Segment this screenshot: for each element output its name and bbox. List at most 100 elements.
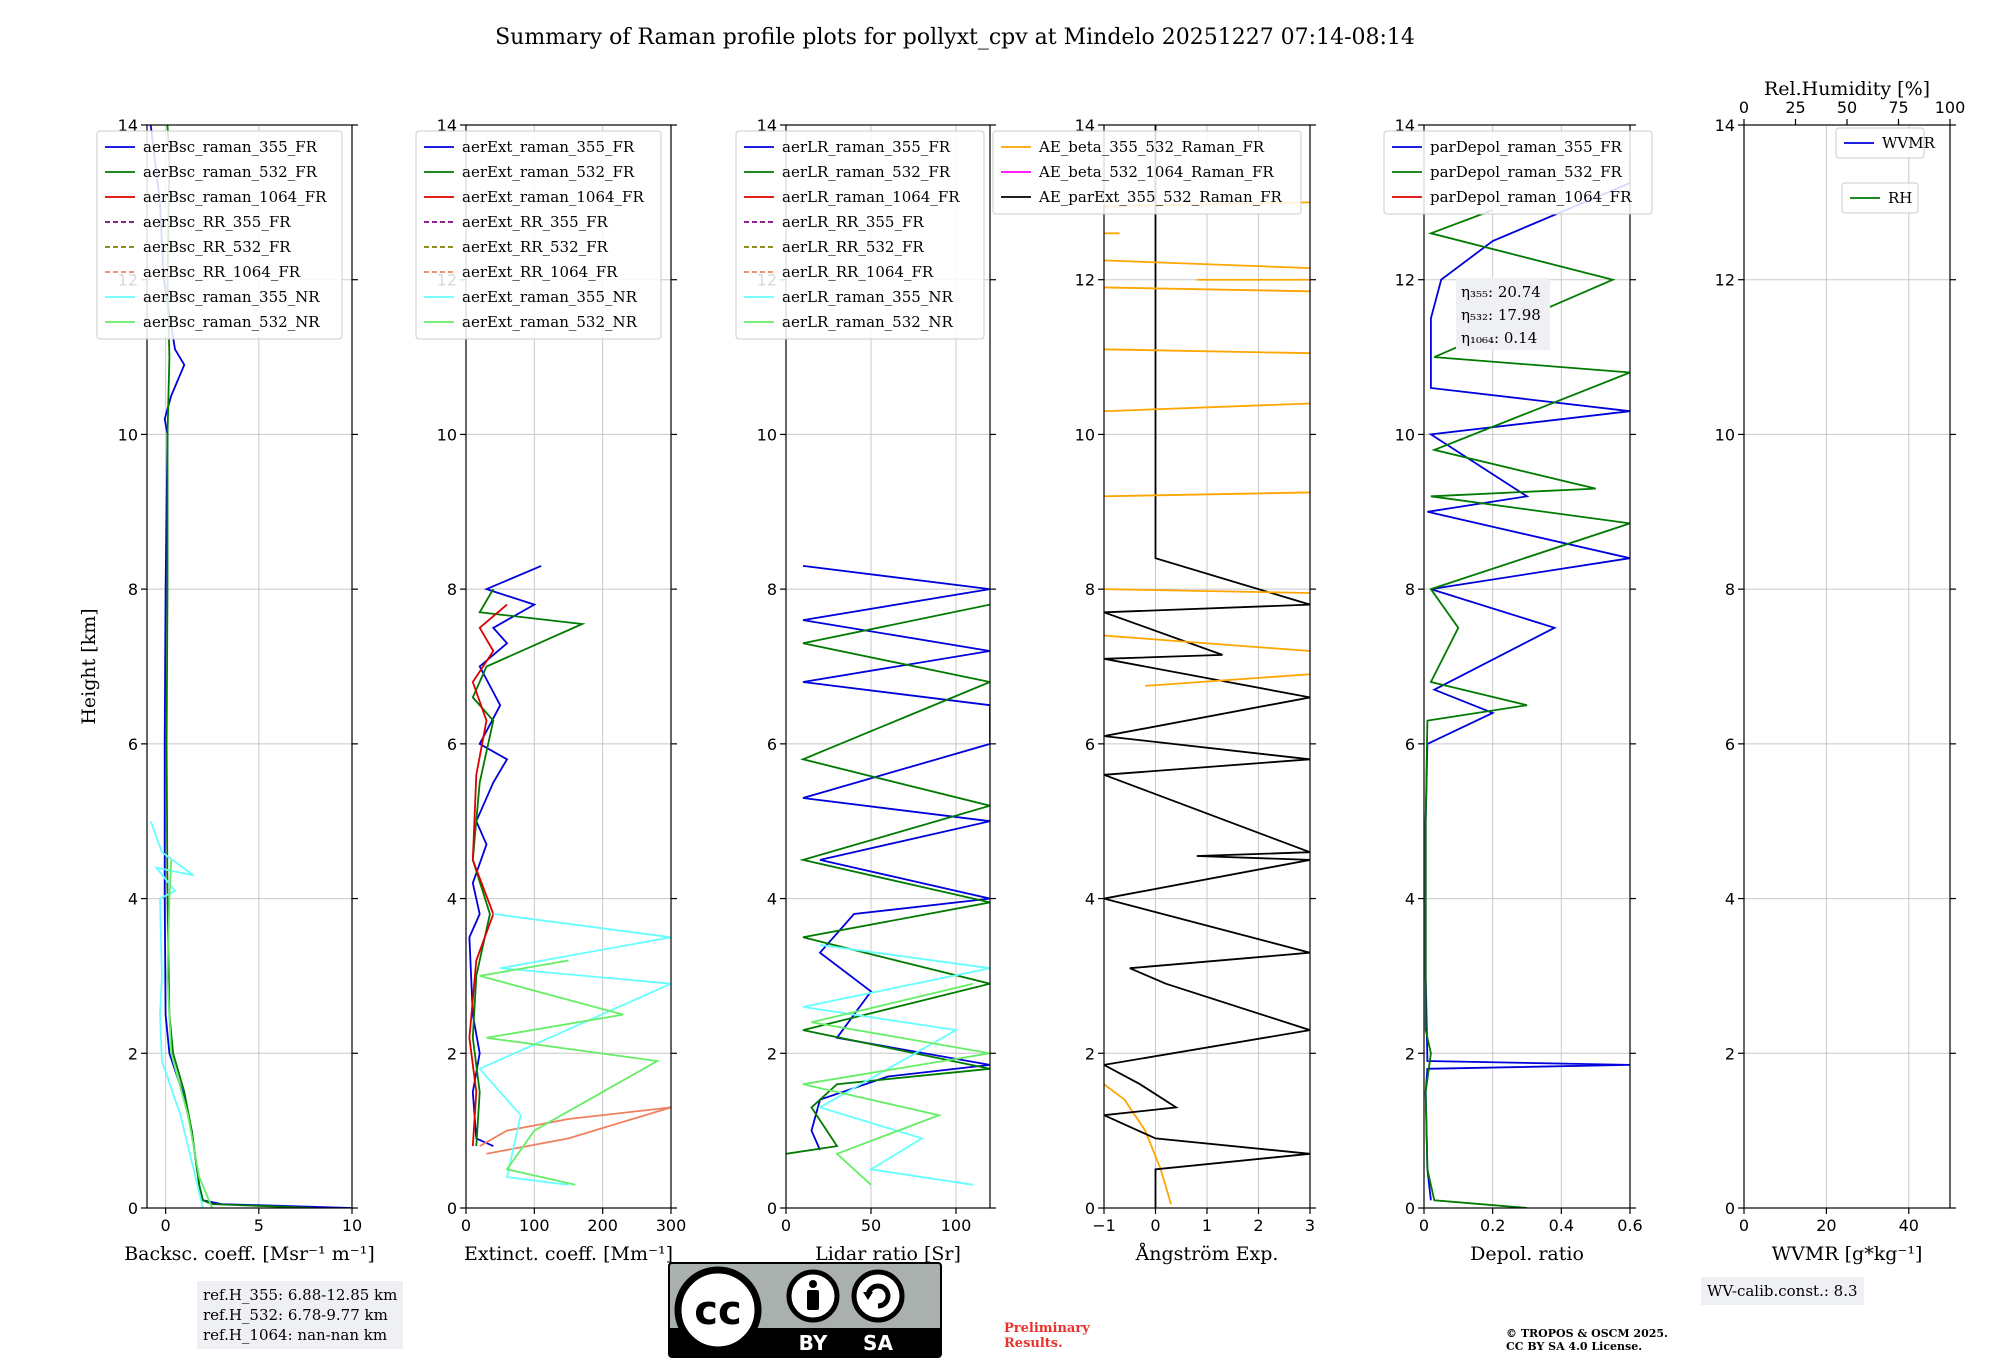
ae-beta-segment bbox=[1104, 286, 1310, 293]
x-tick-label: 100 bbox=[941, 1216, 972, 1235]
series-group bbox=[468, 565, 671, 1186]
legend-box: WVMR bbox=[1835, 127, 1936, 159]
y-tick-label: 4 bbox=[767, 890, 777, 909]
y-tick-label: 0 bbox=[1405, 1199, 1415, 1218]
x-tick-label: 10 bbox=[342, 1216, 362, 1235]
ae-beta-segment bbox=[1104, 491, 1310, 498]
y-tick-label: 2 bbox=[1085, 1044, 1095, 1063]
x-tick-label: 1 bbox=[1202, 1216, 1212, 1235]
y-tick-label: 0 bbox=[1085, 1199, 1095, 1218]
series-aerLR_raman_532_NR bbox=[802, 982, 990, 1186]
wv-calib-const: WV-calib.const.: 8.3 bbox=[1707, 1282, 1858, 1300]
sa-icon bbox=[851, 1269, 905, 1323]
y-tick-label: 10 bbox=[437, 425, 457, 444]
series-aerExt_raman_355_FR bbox=[468, 565, 542, 1147]
series-AE_beta_355_532_Raman_FR bbox=[1104, 1083, 1172, 1205]
panel-depol: 0 0.2 0.4 0.6 0 2 4 6 8 10 12 14 Depol. ratio parDepo… bbox=[1383, 116, 1653, 1265]
ae-beta-segment bbox=[1145, 673, 1310, 687]
ae-beta-segment bbox=[1104, 348, 1310, 355]
panel-ext: 010020030002468101214Extinct. coeff. [Mm… bbox=[415, 116, 687, 1265]
cc-license-badge: cc BY SA bbox=[668, 1262, 942, 1358]
legend-entry: aerLR_raman_1064_FR bbox=[782, 188, 960, 206]
figure-title: Summary of Raman profile plots for polly… bbox=[495, 25, 1415, 50]
preliminary-line-2: Results. bbox=[1004, 1336, 1063, 1351]
y-tick-label: 2 bbox=[767, 1044, 777, 1063]
cc-logo-text: cc bbox=[694, 1288, 741, 1334]
y-tick-label: 0 bbox=[447, 1199, 457, 1218]
copyright-note: © TROPOS & OSCM 2025. CC BY SA 4.0 Licen… bbox=[1506, 1327, 1668, 1353]
legend-entry: aerBsc_raman_1064_FR bbox=[143, 188, 327, 206]
x-tick-label: 0.6 bbox=[1617, 1216, 1642, 1235]
legend-entry: AE_beta_532_1064_Raman_FR bbox=[1038, 163, 1274, 181]
y-tick-label: 10 bbox=[1075, 425, 1095, 444]
x-tick-label: 0 bbox=[781, 1216, 791, 1235]
series-parDepol_raman_355_FR bbox=[1424, 155, 1630, 1201]
series-aerLR_raman_355_NR bbox=[802, 944, 990, 1186]
panel-bsc: 051002468101214Backsc. coeff. [Msr⁻¹ m⁻¹… bbox=[78, 116, 375, 1265]
legend-entry: parDepol_raman_532_FR bbox=[1430, 163, 1623, 181]
top-x-tick-label: 0 bbox=[1739, 98, 1749, 117]
legend-entry: aerLR_raman_355_NR bbox=[782, 288, 953, 306]
legend-entry: aerLR_raman_532_FR bbox=[782, 163, 951, 181]
legend-entry: AE_beta_355_532_Raman_FR bbox=[1038, 138, 1265, 156]
top-x-tick-label: 25 bbox=[1785, 98, 1805, 117]
ae-beta-segment bbox=[1104, 634, 1310, 652]
top-x-tick-label: 50 bbox=[1837, 98, 1857, 117]
x-tick-label: 0 bbox=[1419, 1216, 1429, 1235]
panel-lr: 05010002468101214Lidar ratio [Sr]aerLR_r… bbox=[735, 116, 996, 1265]
x-tick-label: 100 bbox=[519, 1216, 550, 1235]
legend-box: parDepol_raman_355_FR parDepol_raman_532_… bbox=[1383, 130, 1653, 215]
y-tick-label: 6 bbox=[1725, 735, 1735, 754]
legend-box: aerLR_raman_355_FR aerLR_raman_532_FR aerL… bbox=[735, 130, 985, 340]
series-group bbox=[786, 565, 990, 1186]
y-tick-label: 6 bbox=[447, 735, 457, 754]
eta-annotation: η₃₅₅: 20.74 η₅₃₂: 17.98 η₁₀₆₄: 0.14 bbox=[1456, 278, 1550, 350]
series-aerBsc_raman_355_NR bbox=[149, 820, 204, 1208]
x-tick-label: 5 bbox=[254, 1216, 264, 1235]
panel-wv: 0 20 40 0 2 4 6 8 10 12 14 WVMR [g*kg⁻¹] 0 25 50 75 100 R… bbox=[1715, 78, 1966, 1265]
copyright-line-2: CC BY SA 4.0 License. bbox=[1506, 1340, 1643, 1353]
legend-entry: aerExt_raman_532_FR bbox=[462, 163, 635, 181]
ref-height-355: ref.H_355: 6.88-12.85 km bbox=[203, 1286, 398, 1304]
legend-entry: aerLR_RR_532_FR bbox=[782, 238, 924, 256]
legend-entry: aerBsc_RR_355_FR bbox=[143, 213, 291, 231]
x-tick-label: 300 bbox=[656, 1216, 687, 1235]
top-x-tick-label: 75 bbox=[1888, 98, 1908, 117]
ae-beta-segment bbox=[1104, 259, 1310, 270]
y-tick-label: 0 bbox=[128, 1199, 138, 1218]
axes-frame bbox=[146, 124, 353, 1209]
axes-frame bbox=[1423, 124, 1631, 1209]
x-tick-label: 0 bbox=[1150, 1216, 1160, 1235]
y-tick-label: 14 bbox=[1715, 116, 1735, 135]
legend-box: aerBsc_raman_355_FR aerBsc_raman_532_FRae… bbox=[96, 130, 343, 340]
y-tick-label: 2 bbox=[128, 1044, 138, 1063]
y-tick-label: 8 bbox=[1725, 580, 1735, 599]
y-tick-label: 0 bbox=[767, 1199, 777, 1218]
legend-entry: aerExt_raman_355_FR bbox=[462, 138, 635, 156]
y-tick-label: 14 bbox=[437, 116, 457, 135]
ae-beta-segment bbox=[1104, 402, 1310, 413]
legend-entry: aerExt_RR_532_FR bbox=[462, 238, 609, 256]
series-aerBsc_raman_532_NR bbox=[166, 859, 214, 1208]
legend-entry: aerLR_RR_355_FR bbox=[782, 213, 924, 231]
legend-entry: aerBsc_raman_532_FR bbox=[143, 163, 318, 181]
x-tick-label: 0 bbox=[161, 1216, 171, 1235]
series-group bbox=[1104, 125, 1310, 1208]
legend-entry: aerExt_raman_1064_FR bbox=[462, 188, 644, 206]
y-tick-label: 14 bbox=[1075, 116, 1095, 135]
legend-entry: aerBsc_RR_532_FR bbox=[143, 238, 291, 256]
top-x-axis-label: Rel.Humidity [%] bbox=[1764, 78, 1930, 100]
copyright-line-1: © TROPOS & OSCM 2025. bbox=[1506, 1327, 1668, 1340]
legend-entry: aerBsc_RR_1064_FR bbox=[143, 263, 301, 281]
eta-value: η₅₃₂: 17.98 bbox=[1461, 306, 1541, 324]
x-axis-label: WVMR [g*kg⁻¹] bbox=[1772, 1243, 1923, 1265]
series-aerLR_raman_355_FR bbox=[802, 565, 990, 1151]
series-parDepol_raman_532_FR bbox=[1424, 209, 1630, 1208]
cc-by-label: BY bbox=[799, 1331, 828, 1355]
y-tick-label: 12 bbox=[1715, 271, 1735, 290]
y-tick-label: 6 bbox=[1085, 735, 1095, 754]
ae-beta-segment bbox=[1104, 588, 1310, 594]
legend-entry: aerExt_RR_355_FR bbox=[462, 213, 609, 231]
ref-height-532: ref.H_532: 6.78-9.77 km bbox=[203, 1306, 388, 1324]
